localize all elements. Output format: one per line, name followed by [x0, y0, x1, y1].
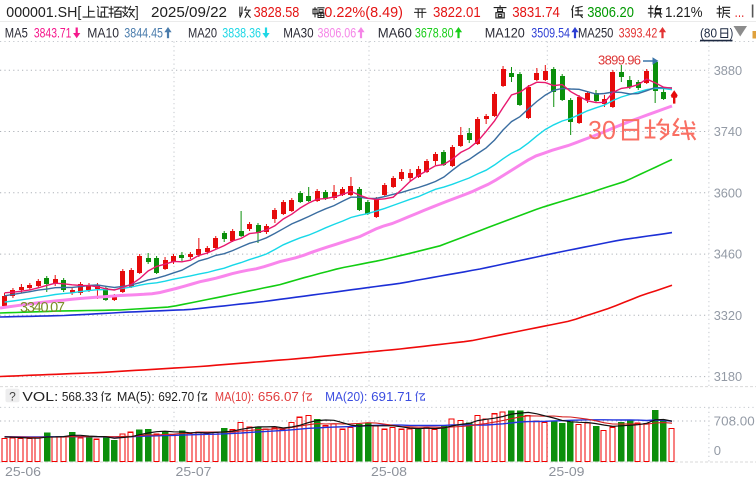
svg-text:3320: 3320 [714, 308, 743, 323]
svg-text:656.07: 656.07 [258, 389, 299, 404]
svg-text:3822.01: 3822.01 [433, 4, 481, 21]
svg-text:691.71: 691.71 [371, 389, 412, 404]
svg-text:3460: 3460 [714, 247, 743, 262]
svg-text:3844.45: 3844.45 [124, 25, 163, 40]
svg-text:692.70: 692.70 [158, 389, 194, 404]
svg-text:MA5: MA5 [5, 25, 28, 40]
svg-text:3509.54: 3509.54 [531, 25, 570, 40]
svg-text:(80: (80 [700, 26, 717, 40]
svg-text:VOL:: VOL: [22, 389, 58, 404]
svg-text:0: 0 [714, 443, 721, 458]
svg-text:3828.58: 3828.58 [254, 4, 300, 21]
svg-text:3806.20: 3806.20 [587, 4, 634, 21]
svg-text:3806.06: 3806.06 [318, 25, 357, 40]
svg-text:MA30: MA30 [283, 25, 313, 40]
svg-text:25-06: 25-06 [5, 464, 41, 479]
svg-text:568.33: 568.33 [62, 389, 98, 404]
svg-text:]: ] [135, 4, 139, 21]
svg-text:3838.36: 3838.36 [222, 25, 261, 40]
svg-text:708.00: 708.00 [714, 414, 755, 429]
svg-text:MA(20):: MA(20): [325, 389, 367, 404]
svg-text:3880: 3880 [714, 63, 743, 78]
svg-text:MA(5):: MA(5): [117, 389, 155, 404]
svg-text:30: 30 [588, 115, 616, 145]
svg-text:0.22%(8.49): 0.22%(8.49) [324, 4, 403, 21]
svg-text:1.21%: 1.21% [665, 4, 703, 21]
svg-text:25-07: 25-07 [176, 464, 212, 479]
svg-text:3180: 3180 [714, 369, 743, 384]
svg-text:): ) [730, 26, 734, 40]
svg-text:MA250: MA250 [578, 25, 613, 40]
svg-text:MA(10):: MA(10): [215, 389, 254, 404]
svg-text:3843.71: 3843.71 [34, 25, 72, 40]
svg-text:3831.74: 3831.74 [512, 4, 560, 21]
svg-text:3678.80: 3678.80 [415, 25, 454, 40]
svg-text:MA60: MA60 [378, 25, 412, 40]
svg-text:MA20: MA20 [188, 25, 217, 40]
svg-text:3740: 3740 [714, 124, 743, 139]
svg-text:3340.07: 3340.07 [20, 300, 65, 316]
svg-text:3393.42: 3393.42 [619, 25, 658, 40]
svg-text:2025/09/22: 2025/09/22 [151, 4, 227, 21]
svg-text:?: ? [9, 389, 16, 403]
svg-text:25-08: 25-08 [371, 464, 407, 479]
svg-text:000001.SH[: 000001.SH[ [6, 4, 82, 21]
svg-text:MA10: MA10 [87, 25, 119, 40]
svg-text:25-09: 25-09 [549, 464, 585, 479]
svg-text:3600: 3600 [714, 185, 743, 200]
svg-text:3899.96: 3899.96 [598, 53, 641, 68]
svg-text:…: … [734, 4, 744, 21]
svg-text:MA120: MA120 [485, 25, 525, 40]
